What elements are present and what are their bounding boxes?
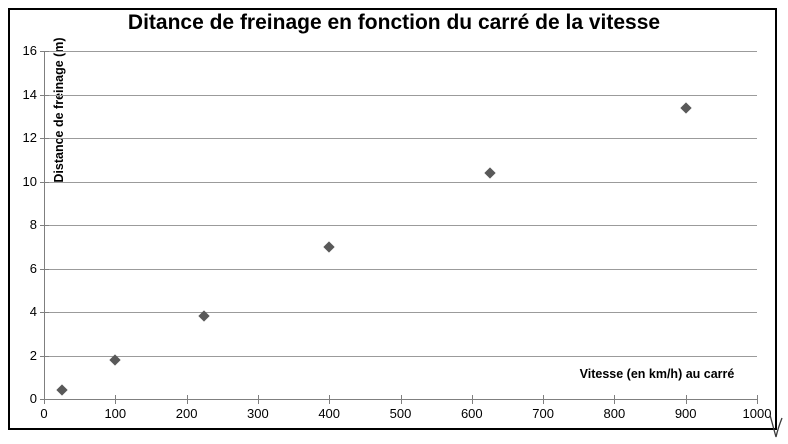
y-tick-mark xyxy=(40,312,49,313)
data-point xyxy=(56,384,68,396)
chart-border-frame xyxy=(8,8,777,430)
y-tick-label: 14 xyxy=(22,86,37,102)
y-tick-label: 12 xyxy=(22,130,37,145)
x-tick-label: 500 xyxy=(389,406,412,421)
x-tick-mark xyxy=(400,395,402,404)
data-point xyxy=(680,101,692,114)
x-tick-mark xyxy=(115,395,117,404)
y-tick-mark xyxy=(40,51,49,52)
y-tick-label: 6 xyxy=(29,260,37,276)
y-tick-mark xyxy=(40,181,49,183)
gridline xyxy=(44,94,757,96)
data-point xyxy=(323,241,335,253)
x-tick-label: 100 xyxy=(104,406,127,421)
x-tick-mark xyxy=(471,395,473,404)
y-tick-label: 8 xyxy=(29,217,37,232)
x-tick-label: 800 xyxy=(603,406,626,421)
y-tick-label: 2 xyxy=(29,347,37,363)
gridline xyxy=(44,312,757,313)
x-axis-title: Vitesse (en km/h) au carré xyxy=(579,367,735,381)
y-axis-line xyxy=(44,51,45,403)
y-tick-mark xyxy=(40,138,49,139)
y-tick-label: 10 xyxy=(22,173,37,189)
gridline xyxy=(44,268,757,270)
x-tick-mark xyxy=(186,395,188,404)
x-tick-mark xyxy=(257,395,259,404)
x-tick-label: 300 xyxy=(247,406,269,421)
y-tick-mark xyxy=(40,399,49,400)
y-tick-mark xyxy=(40,355,49,357)
x-tick-mark xyxy=(685,395,687,404)
x-tick-label: 400 xyxy=(318,406,341,421)
x-tick-label: 1000 xyxy=(742,406,772,421)
gridline xyxy=(44,181,757,183)
x-tick-label: 200 xyxy=(175,406,198,421)
x-tick-label: 700 xyxy=(532,406,554,421)
y-tick-label: 4 xyxy=(29,304,37,319)
gridline xyxy=(44,138,757,139)
chart-title: Ditance de freinage en fonction du carré… xyxy=(127,11,661,34)
x-tick-label: 0 xyxy=(40,406,48,421)
y-tick-mark xyxy=(40,94,49,96)
y-tick-mark xyxy=(40,225,49,226)
y-tick-mark xyxy=(40,268,49,270)
stray-pen-mark xyxy=(769,414,783,438)
gridline xyxy=(44,225,757,226)
x-tick-mark xyxy=(757,395,758,404)
y-tick-label: 0 xyxy=(29,391,37,406)
data-point xyxy=(483,167,496,179)
x-tick-mark xyxy=(543,395,545,404)
x-tick-label: 900 xyxy=(674,406,697,421)
x-tick-mark xyxy=(329,395,331,404)
x-tick-mark xyxy=(614,395,616,404)
x-tick-label: 600 xyxy=(460,406,483,421)
gridline xyxy=(44,51,757,52)
x-axis-line xyxy=(40,399,757,400)
gridline xyxy=(44,355,757,357)
y-tick-label: 16 xyxy=(22,43,37,58)
